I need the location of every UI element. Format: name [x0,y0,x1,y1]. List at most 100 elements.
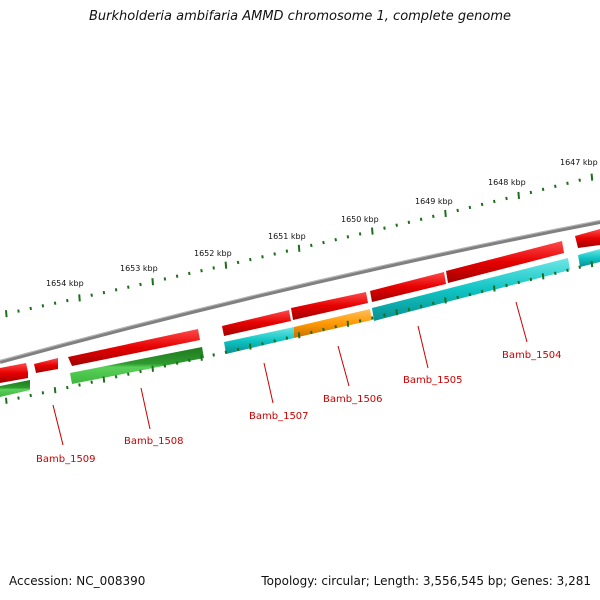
inner-tick [139,369,142,374]
gene-label: Bamb_1509 [36,454,96,465]
ruler-tick [407,220,411,224]
gene-label: Bamb_1507 [249,411,309,422]
inner-tick [468,292,472,297]
accession-label: Accession: NC_008390 [9,574,146,588]
gene-label: Bamb_1504 [502,350,562,361]
ruler-tick-label: 1653 kbp [120,264,158,273]
inner-tick [456,295,459,300]
cds-reverse-cyan [224,327,294,354]
cds-reverse-green [0,380,30,397]
ruler-tick-label: 1648 kbp [488,178,526,187]
leader-line [52,404,64,446]
ruler-labels: 1647 kbp 1648 kbp 1649 kbp 1650 kbp 1651… [46,158,598,288]
inner-tick [371,316,374,320]
cds-forward [68,329,200,366]
ruler-tick [456,208,459,213]
cds-forward [291,292,368,320]
ruler-tick [163,277,167,281]
inner-tick [175,361,179,365]
ruler-tick [114,288,118,292]
inner-tick [578,265,581,269]
inner-tick [17,396,20,400]
cds-forward [370,272,446,302]
cds-forward [575,229,600,248]
ruler-tick [273,252,276,256]
inner-tick [334,325,337,329]
inner-tick [322,327,325,332]
topology-summary: Topology: circular; Length: 3,556,545 bp… [261,574,591,588]
inner-tick [212,353,215,357]
cds-reverse-orange [294,309,372,338]
ruler-tick-label: 1652 kbp [194,249,232,258]
inner-tick [517,280,520,285]
map-title: Burkholderia ambifaria AMMD chromosome 1… [88,9,512,24]
ruler-tick [29,306,32,311]
inner-tick [29,393,32,398]
inner-tick [53,387,57,394]
leader-line [140,387,151,430]
gene-label: Bamb_1508 [124,436,184,447]
ruler-tick [529,190,533,195]
ruler-tick [151,278,154,286]
inner-tick [188,358,191,363]
inner-tick [529,277,533,282]
ruler-tick [285,249,289,253]
inner-tick [41,391,45,395]
ruler-tick [139,282,142,287]
leader-line [263,362,274,404]
backbone-line [0,220,600,364]
inner-tick [566,268,569,272]
inner-tick [151,365,154,372]
ruler-tick [383,226,386,230]
ruler-tick [578,178,581,182]
ruler-tick-label: 1649 kbp [415,197,453,206]
ruler-tick [175,274,179,278]
leader-line [515,301,528,343]
inner-tick [590,261,594,268]
inner-tick [480,289,484,294]
ruler-tick [90,293,93,297]
inner-tick [127,372,130,376]
inner-tick [346,320,350,327]
inner-tick [78,383,81,387]
inner-tick [285,336,289,340]
ruler-tick [566,181,569,185]
ruler-tick [310,243,313,248]
inner-tick [310,330,313,335]
inner-tick-row [5,261,594,404]
inner-tick [261,342,264,346]
cds-forward [0,363,28,383]
ruler-tick-label: 1647 kbp [560,158,598,167]
ruler-tick [102,290,106,295]
backbone-highlight [0,220,600,361]
ruler-tick [188,271,191,276]
leader-line [417,325,429,369]
ruler-tick [127,285,130,289]
inner-tick [273,339,276,343]
cds-forward [446,241,564,283]
ruler-tick [53,301,57,305]
ruler-tick [432,214,435,219]
cds-reverse-cyan [578,249,600,267]
ruler-tick [419,217,423,222]
inner-tick [505,283,508,288]
inner-tick [419,304,423,309]
inner-tick [249,343,252,350]
ruler-tick [200,269,203,273]
inner-tick [200,354,203,361]
cds-forward [222,310,291,336]
inner-tick [297,332,301,339]
inner-tick [395,309,398,316]
inner-tick [236,347,240,352]
gene-leaders [52,301,528,446]
forward-strand-track [0,229,600,383]
inner-tick [90,380,93,384]
cds-reverse-green [70,347,204,384]
ruler-tick [66,298,69,303]
ruler-tick-label: 1654 kbp [46,279,84,288]
inner-tick [407,307,411,311]
ruler-tick [346,235,350,239]
inner-tick [432,301,435,306]
gene-label: Bamb_1506 [323,394,383,405]
